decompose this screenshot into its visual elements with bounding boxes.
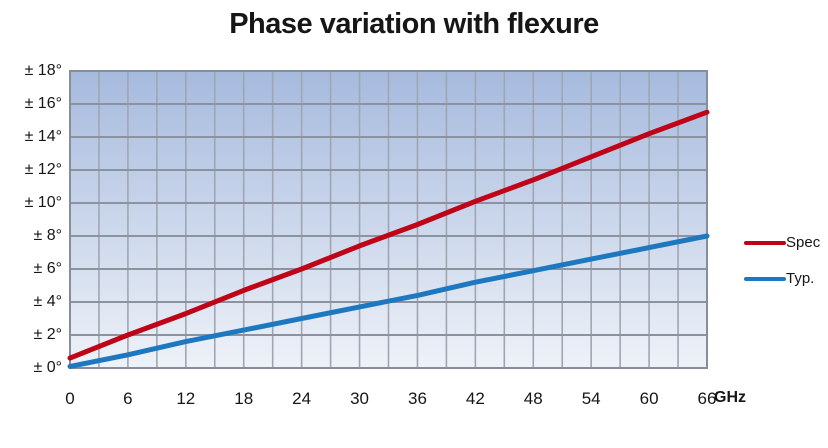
legend-label-typ: Typ. bbox=[786, 270, 815, 287]
x-tick-label: 42 bbox=[465, 389, 485, 408]
series-line-spec bbox=[67, 109, 710, 361]
legend-item-spec: Spec bbox=[744, 234, 820, 251]
plot-svg bbox=[67, 70, 710, 369]
legend-line-swatch-spec bbox=[744, 240, 786, 245]
y-tick-label: ± 10° bbox=[24, 194, 62, 211]
x-tick-label: 18 bbox=[234, 389, 254, 408]
y-tick-label: ± 16° bbox=[24, 95, 62, 112]
legend-item-typ: Typ. bbox=[744, 270, 820, 287]
chart-title: Phase variation with flexure bbox=[229, 8, 599, 40]
x-tick-label: 36 bbox=[407, 389, 427, 408]
x-tick-label: 6 bbox=[123, 389, 133, 408]
x-tick-label: 12 bbox=[176, 389, 196, 408]
y-tick-label: ± 2° bbox=[33, 326, 62, 343]
y-tick-label: ± 14° bbox=[24, 128, 62, 145]
legend-label-spec: Spec bbox=[786, 234, 821, 251]
plot-border bbox=[69, 70, 708, 369]
plot-area bbox=[67, 70, 710, 369]
y-tick-label: ± 8° bbox=[33, 227, 62, 244]
legend: Spec Typ. bbox=[744, 234, 820, 287]
y-tick-label: ± 0° bbox=[33, 359, 62, 376]
y-tick-label: ± 12° bbox=[24, 161, 62, 178]
series-line-typ bbox=[67, 233, 710, 369]
x-tick-label: 66 bbox=[697, 389, 717, 408]
y-tick-label: ± 6° bbox=[33, 260, 62, 277]
x-tick-label: 60 bbox=[639, 389, 659, 408]
x-tick-label: 54 bbox=[581, 389, 601, 408]
y-tick-label: ± 18° bbox=[24, 62, 62, 79]
x-tick-label: 24 bbox=[292, 389, 312, 408]
y-tick-label: ± 4° bbox=[33, 293, 62, 310]
x-tick-label: 48 bbox=[523, 389, 543, 408]
x-tick-label: 0 bbox=[65, 389, 75, 408]
x-tick-label: 30 bbox=[350, 389, 369, 408]
x-axis-unit-label: GHz bbox=[714, 389, 746, 406]
legend-line-swatch-typ bbox=[744, 276, 786, 281]
